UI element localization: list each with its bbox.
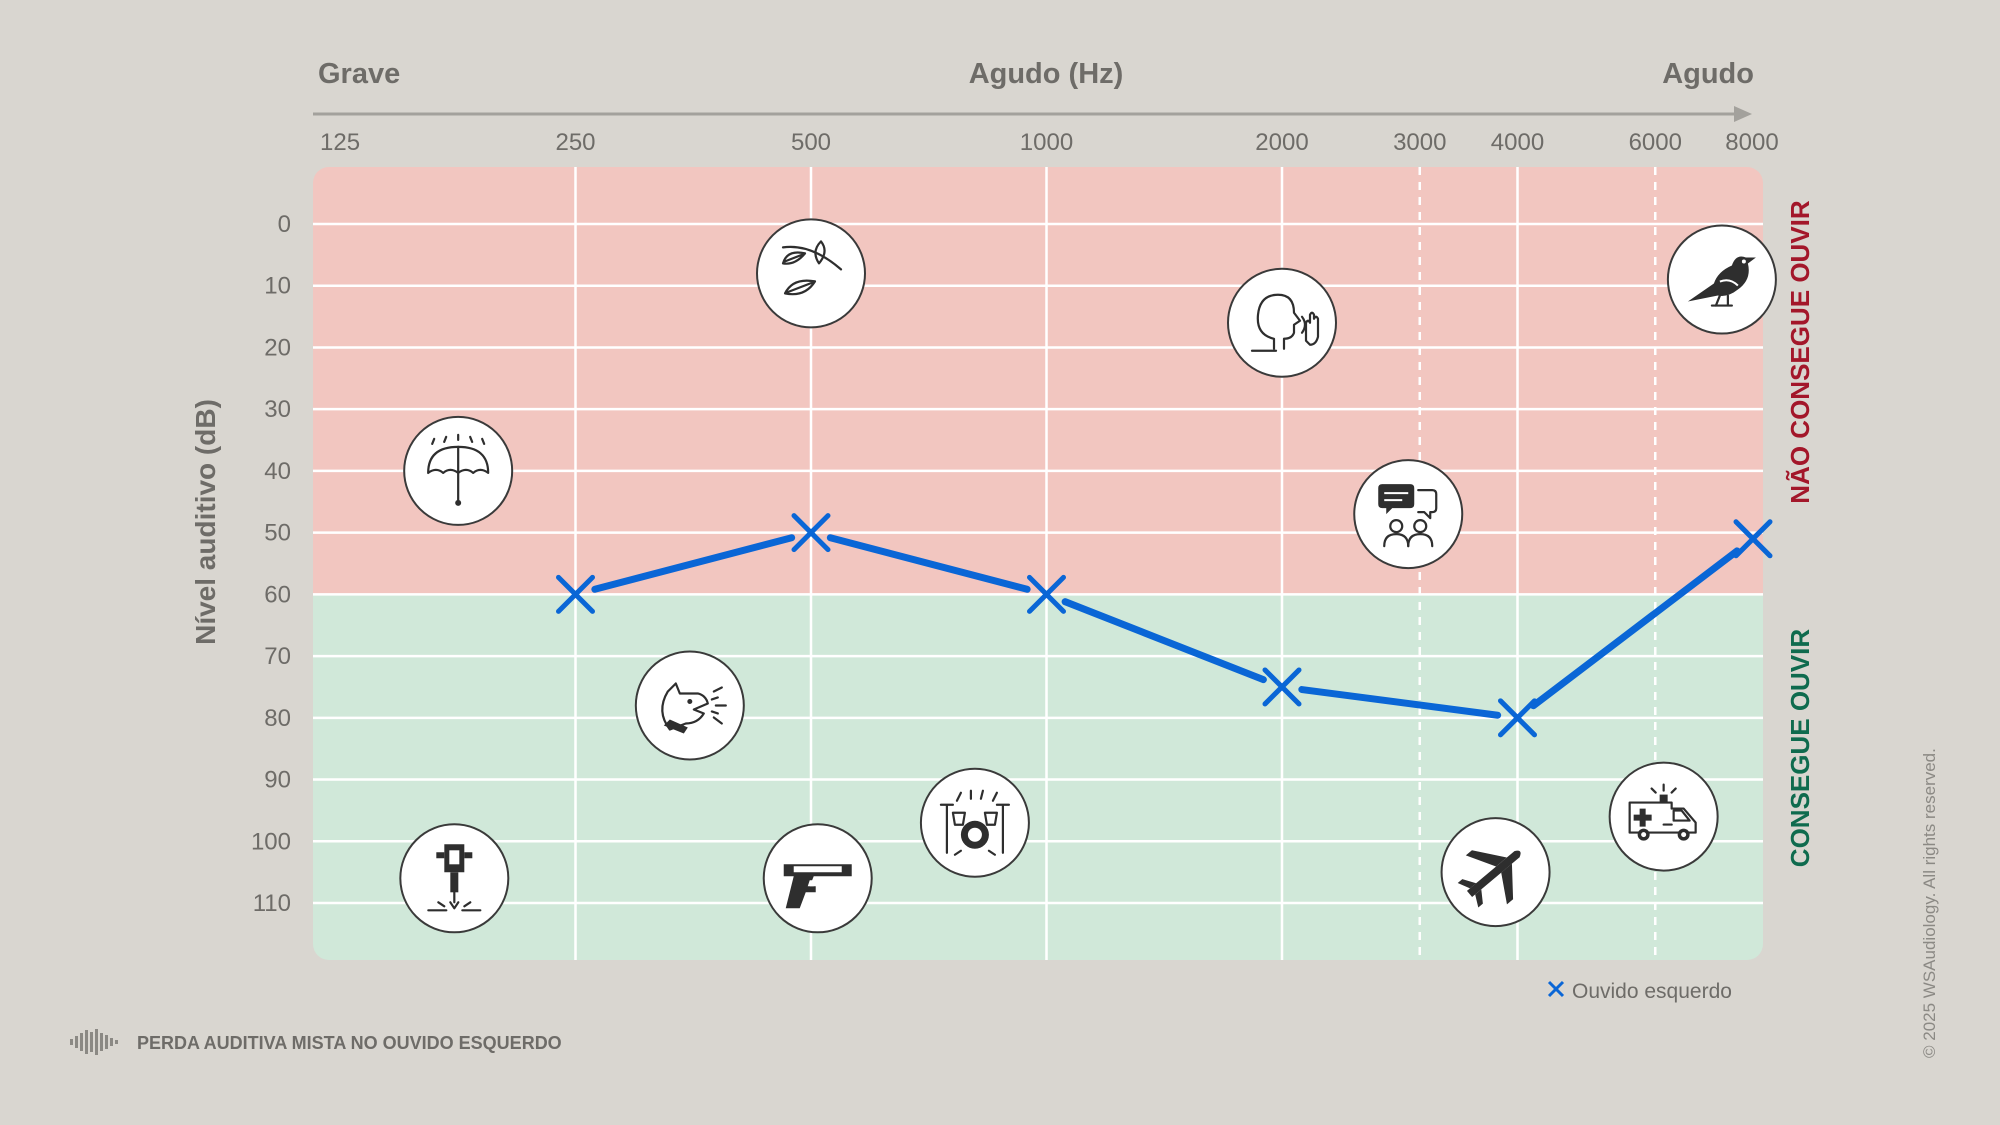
pistol-icon (762, 823, 873, 934)
sound-icons (399, 218, 1777, 934)
y-tick-label: 110 (253, 890, 291, 917)
x-tick-label: 6000 (1629, 129, 1682, 156)
x-tick-label: 4000 (1491, 129, 1544, 156)
can-hear-zone (313, 594, 1763, 960)
airplane-icon (1440, 817, 1551, 928)
data-point-x-marker (1498, 698, 1537, 738)
data-point-x-marker (1733, 519, 1773, 559)
series-segment (1061, 598, 1267, 684)
y-axis-label: Nível auditivo (dB) (190, 399, 221, 645)
x-tick-label: 500 (791, 129, 831, 156)
x-tick-labels: 125 250 500 1000 2000 3000 4000 6000 8000 (320, 129, 1779, 156)
sound-wave-icon (70, 1029, 118, 1055)
x-tick-label: 1000 (1020, 129, 1073, 156)
x-tick-label: 250 (555, 129, 595, 156)
can-hear-label: CONSEGUE OUVIR (1785, 629, 1815, 868)
chart-caption: PERDA AUDITIVA MISTA NO OUVIDO ESQUERDO (137, 1033, 562, 1053)
conversation-icon (1353, 459, 1464, 570)
series-left-ear (556, 513, 1773, 738)
bird-icon (1666, 224, 1777, 335)
x-axis-left-label: Grave (318, 58, 400, 90)
drum-kit-icon (919, 767, 1030, 878)
jackhammer-icon (399, 823, 510, 934)
x-tick-label: 8000 (1725, 129, 1778, 156)
x-axis-right-label: Agudo (1662, 58, 1754, 90)
y-tick-label: 80 (264, 705, 291, 732)
series-segment (826, 534, 1031, 593)
y-tick-label: 60 (264, 581, 291, 608)
y-tick-label: 100 (251, 828, 291, 855)
legend-label: Ouvido esquerdo (1572, 980, 1732, 1003)
ambulance-icon (1608, 761, 1719, 872)
legend-marker (1547, 980, 1565, 998)
leaves-rustling-icon (756, 218, 866, 329)
y-tick-label: 0 (278, 211, 291, 238)
x-tick-label: 2000 (1255, 129, 1308, 156)
x-axis-arrow (313, 106, 1752, 122)
x-axis-label: Agudo (Hz) (969, 58, 1124, 90)
y-tick-label: 40 (264, 458, 291, 485)
data-point-x-marker (556, 574, 595, 614)
y-tick-label: 30 (264, 396, 291, 423)
y-tick-label: 90 (264, 767, 291, 794)
y-tick-labels: 0 10 20 30 40 50 60 70 80 90 100 110 (251, 211, 291, 917)
x-tick-label: 3000 (1393, 129, 1446, 156)
whisper-icon (1227, 267, 1337, 378)
x-tick-label: 125 (320, 129, 360, 156)
series-segment (1298, 686, 1502, 719)
barking-dog-icon (634, 650, 745, 761)
plot-area (313, 167, 1763, 960)
cannot-hear-zone (313, 167, 1763, 595)
copyright-notice: © 2025 WSAudiology. All rights reserved. (1920, 748, 1939, 1058)
cannot-hear-label: NÃO CONSEGUE OUVIR (1785, 200, 1815, 504)
y-tick-label: 70 (264, 643, 291, 670)
umbrella-rain-icon (403, 415, 514, 526)
y-tick-label: 10 (264, 273, 291, 300)
series-segment (591, 534, 796, 593)
legend: Ouvido esquerdo (1547, 980, 1732, 1003)
data-point-x-marker (791, 513, 831, 553)
y-tick-label: 50 (264, 520, 291, 547)
y-tick-label: 20 (264, 334, 291, 361)
data-point-x-marker (1027, 574, 1066, 614)
data-point-x-marker (1262, 667, 1302, 707)
series-segment (1529, 547, 1741, 710)
